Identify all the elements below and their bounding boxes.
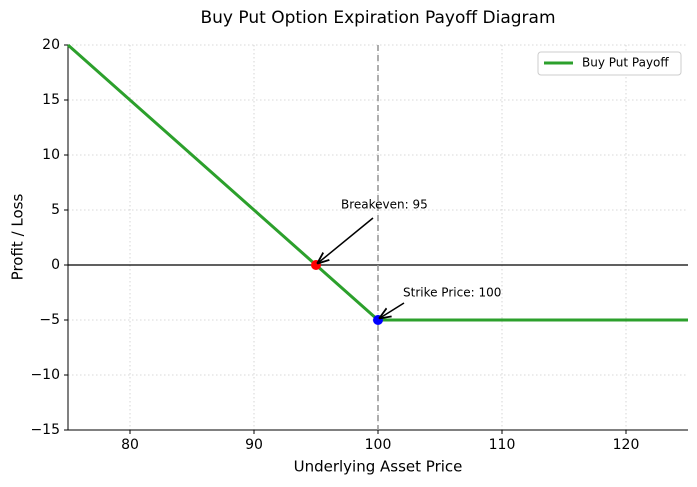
annotation-text: Strike Price: 100 (403, 286, 501, 300)
x-tick-label: 80 (121, 437, 139, 453)
y-tick-label: 20 (42, 37, 60, 53)
y-tick-label: 0 (51, 257, 60, 273)
y-tick-label: −5 (39, 312, 60, 328)
annotation-text: Breakeven: 95 (341, 198, 428, 212)
legend-label: Buy Put Payoff (582, 56, 669, 70)
y-tick-label: 10 (42, 147, 60, 163)
y-axis-label: Profit / Loss (9, 194, 27, 281)
x-axis-label: Underlying Asset Price (294, 458, 463, 476)
x-tick-label: 90 (245, 437, 263, 453)
chart-title: Buy Put Option Expiration Payoff Diagram (201, 8, 556, 28)
y-tick-label: 5 (51, 202, 60, 218)
x-tick-label: 110 (489, 437, 516, 453)
annotation-arrow (318, 217, 374, 263)
x-tick-label: 100 (365, 437, 392, 453)
y-tick-label: 15 (42, 92, 60, 108)
legend-box (537, 51, 682, 76)
annotation-arrow (380, 302, 405, 318)
y-tick-label: −15 (30, 422, 60, 438)
y-tick-label: −10 (30, 367, 60, 383)
x-tick-label: 120 (613, 437, 640, 453)
